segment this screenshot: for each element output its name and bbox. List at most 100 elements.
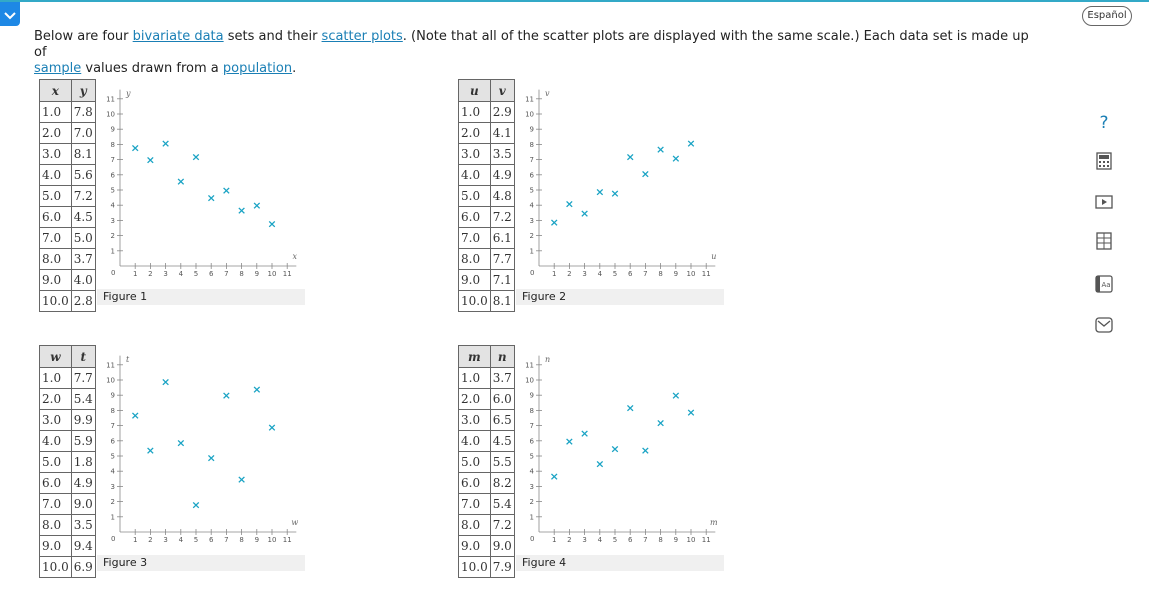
x-tick-label: 9 xyxy=(674,536,678,544)
table-row: 9.0 9.4 xyxy=(39,535,96,557)
data-point: × xyxy=(686,137,695,150)
y-tick-label: 10 xyxy=(525,111,534,119)
link-population[interactable]: population xyxy=(222,61,293,76)
table-row: 10.0 2.8 xyxy=(39,290,96,312)
data-point: × xyxy=(207,452,216,465)
glossary-button[interactable]: Aa xyxy=(1089,273,1119,299)
table-cell-x: 5.0 xyxy=(458,185,491,207)
x-tick-label: 11 xyxy=(702,536,711,544)
intro-text: . xyxy=(292,61,297,76)
table-row: 8.0 7.2 xyxy=(458,514,515,536)
x-tick-label: 9 xyxy=(255,536,259,544)
link-bivariate-data[interactable]: bivariate data xyxy=(132,29,224,44)
data-table: w t 1.0 7.7 2.0 5.4 3.0 9.9 4.0 5.9 5.0 1.8 6.0 4.9 7.… xyxy=(39,345,96,578)
y-tick-label: 9 xyxy=(111,392,115,400)
x-tick-label: 2 xyxy=(567,536,571,544)
column-header-y: n xyxy=(489,345,515,368)
y-tick-label: 10 xyxy=(106,111,115,119)
table-cell-x: 8.0 xyxy=(39,248,72,270)
y-axis-name: y xyxy=(125,89,131,98)
video-button[interactable] xyxy=(1089,190,1119,216)
calculator-button[interactable] xyxy=(1089,150,1119,176)
y-tick-label: 5 xyxy=(111,453,115,461)
data-point: × xyxy=(222,184,231,197)
y-tick-label: 4 xyxy=(530,202,535,210)
table-cell-y: 6.5 xyxy=(489,409,515,431)
y-axis-name: t xyxy=(126,355,130,364)
table-row: 10.0 7.9 xyxy=(458,556,515,578)
y-tick-label: 4 xyxy=(530,468,535,476)
table-row: 10.0 6.9 xyxy=(39,556,96,578)
table-cell-y: 7.9 xyxy=(489,556,515,578)
figure-caption: Figure 3 xyxy=(97,555,305,571)
data-point: × xyxy=(252,383,261,396)
table-row: 6.0 4.9 xyxy=(39,472,96,494)
y-tick-label: 3 xyxy=(111,217,115,225)
table-cell-x: 1.0 xyxy=(458,367,491,389)
table-cell-y: 3.7 xyxy=(70,248,96,270)
data-point: × xyxy=(176,436,185,449)
x-tick-label: 4 xyxy=(598,536,603,544)
link-sample[interactable]: sample xyxy=(34,61,82,76)
table-row: 7.0 6.1 xyxy=(458,227,515,249)
column-header-x: x xyxy=(39,79,72,102)
link-scatter-plots[interactable]: scatter plots xyxy=(321,29,403,44)
table-cell-y: 7.2 xyxy=(489,514,515,536)
y-tick-label: 1 xyxy=(111,513,115,521)
table-cell-x: 6.0 xyxy=(39,472,72,494)
table-cell-x: 8.0 xyxy=(458,248,491,270)
y-axis-name: n xyxy=(545,355,550,364)
table-cell-x: 3.0 xyxy=(39,409,72,431)
email-icon xyxy=(1095,317,1113,337)
table-cell-x: 3.0 xyxy=(458,143,491,165)
table-row: 4.0 4.9 xyxy=(458,164,515,186)
table-row: 2.0 6.0 xyxy=(458,388,515,410)
x-tick-label: 5 xyxy=(194,536,198,544)
data-point: × xyxy=(191,151,200,164)
x-tick-label: 3 xyxy=(163,536,167,544)
x-tick-label: 4 xyxy=(179,270,184,278)
table-cell-x: 6.0 xyxy=(39,206,72,228)
x-tick-label: 7 xyxy=(643,536,647,544)
table-cell-y: 6.0 xyxy=(489,388,515,410)
x-tick-label: 6 xyxy=(628,270,633,278)
y-tick-label: 9 xyxy=(530,126,534,134)
x-tick-label: 1 xyxy=(552,270,556,278)
table-row: 6.0 8.2 xyxy=(458,472,515,494)
y-tick-label: 2 xyxy=(111,498,115,506)
language-button[interactable]: Español xyxy=(1082,6,1132,26)
x-axis-name: m xyxy=(710,518,718,527)
x-tick-label: 8 xyxy=(658,270,662,278)
table-row: 5.0 1.8 xyxy=(39,451,96,473)
data-point: × xyxy=(626,151,635,164)
x-tick-label: 10 xyxy=(687,270,696,278)
email-button[interactable] xyxy=(1089,314,1119,340)
figure-caption: Figure 4 xyxy=(516,555,724,571)
x-tick-label: 9 xyxy=(674,270,678,278)
tables-button[interactable] xyxy=(1089,230,1119,256)
help-button[interactable]: ? xyxy=(1089,110,1119,136)
y-tick-label: 8 xyxy=(530,407,534,415)
table-cell-x: 4.0 xyxy=(39,164,72,186)
column-header-y: t xyxy=(70,345,96,368)
collapse-button[interactable] xyxy=(0,2,20,26)
data-point: × xyxy=(580,427,589,440)
y-tick-label: 7 xyxy=(530,156,534,164)
table-cell-x: 7.0 xyxy=(458,493,491,515)
table-row: 4.0 5.9 xyxy=(39,430,96,452)
x-tick-label: 4 xyxy=(598,270,603,278)
y-tick-label: 11 xyxy=(525,361,534,369)
table-cell-x: 8.0 xyxy=(458,514,491,536)
x-tick-label: 11 xyxy=(702,270,711,278)
data-point: × xyxy=(656,417,665,430)
x-tick-label: 11 xyxy=(283,536,292,544)
origin-label: 0 xyxy=(111,535,115,543)
table-cell-y: 3.7 xyxy=(489,367,515,389)
data-point: × xyxy=(656,143,665,156)
table-row: 5.0 4.8 xyxy=(458,185,515,207)
table-cell-y: 9.4 xyxy=(70,535,96,557)
data-point: × xyxy=(207,192,216,205)
